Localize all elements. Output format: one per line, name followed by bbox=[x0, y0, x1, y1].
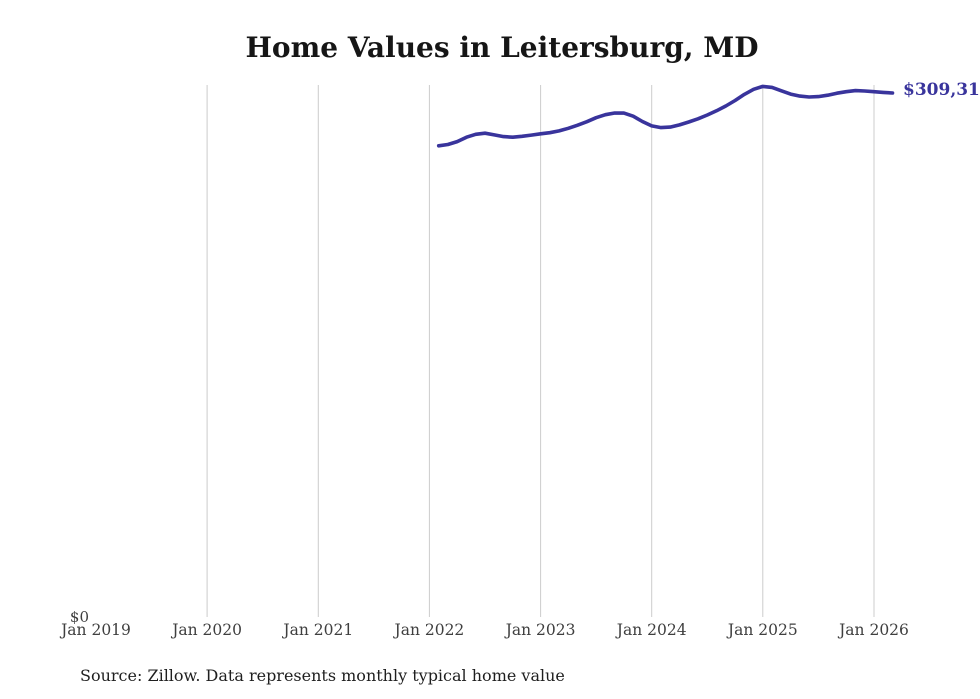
x-tick-label: Jan 2024 bbox=[616, 621, 687, 639]
x-tick-label: Jan 2026 bbox=[839, 621, 909, 639]
x-tick-label: Jan 2021 bbox=[283, 621, 354, 639]
source-note: Source: Zillow. Data represents monthly … bbox=[80, 666, 565, 685]
home-value-line bbox=[436, 84, 895, 148]
x-tick-label: Jan 2020 bbox=[172, 621, 242, 639]
x-tick-label: Jan 2019 bbox=[61, 621, 131, 639]
x-tick-label: Jan 2023 bbox=[505, 621, 576, 639]
chart-title: Home Values in Leitersburg, MD bbox=[245, 31, 759, 64]
x-tick-label: Jan 2022 bbox=[394, 621, 465, 639]
y-zero-label: $0 bbox=[69, 608, 89, 626]
x-tick-label: Jan 2025 bbox=[727, 621, 798, 639]
end-value-label: $309,319 bbox=[903, 80, 980, 100]
